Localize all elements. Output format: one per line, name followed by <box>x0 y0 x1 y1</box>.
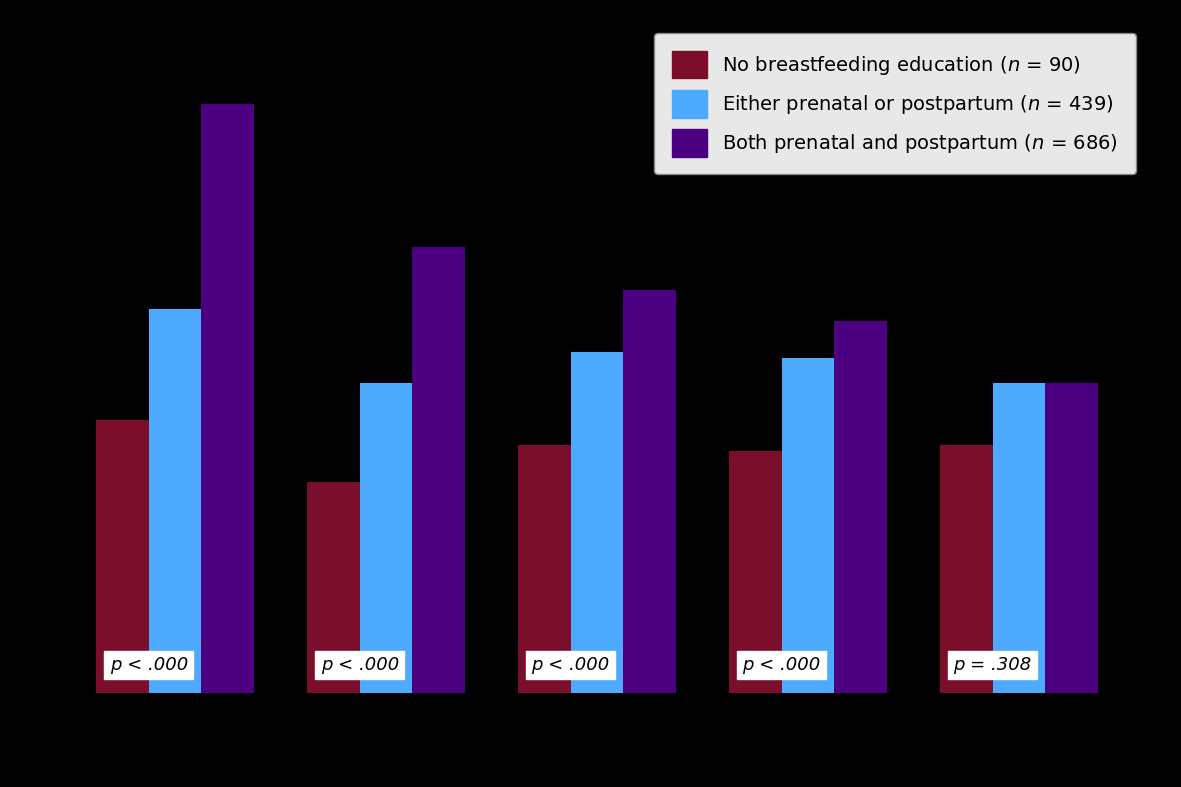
Text: p < .000: p < .000 <box>110 656 188 674</box>
Bar <box>992 382 1045 693</box>
Text: p = .308: p = .308 <box>953 656 1032 674</box>
Bar <box>96 420 149 693</box>
Text: p < .000: p < .000 <box>320 656 399 674</box>
Text: p < .000: p < .000 <box>743 656 821 674</box>
Bar <box>782 358 835 693</box>
Bar <box>412 246 465 693</box>
Bar <box>835 321 887 693</box>
Bar <box>149 309 202 693</box>
Legend: No breastfeeding education ($n$ = 90), Either prenatal or postpartum ($n$ = 439): No breastfeeding education ($n$ = 90), E… <box>654 33 1136 174</box>
Bar <box>518 445 570 693</box>
Bar <box>307 482 360 693</box>
Bar <box>624 290 677 693</box>
Bar <box>570 352 624 693</box>
Bar <box>729 451 782 693</box>
Bar <box>1045 382 1098 693</box>
Text: p < .000: p < .000 <box>531 656 609 674</box>
Bar <box>202 104 254 693</box>
Bar <box>940 445 992 693</box>
Bar <box>360 382 412 693</box>
